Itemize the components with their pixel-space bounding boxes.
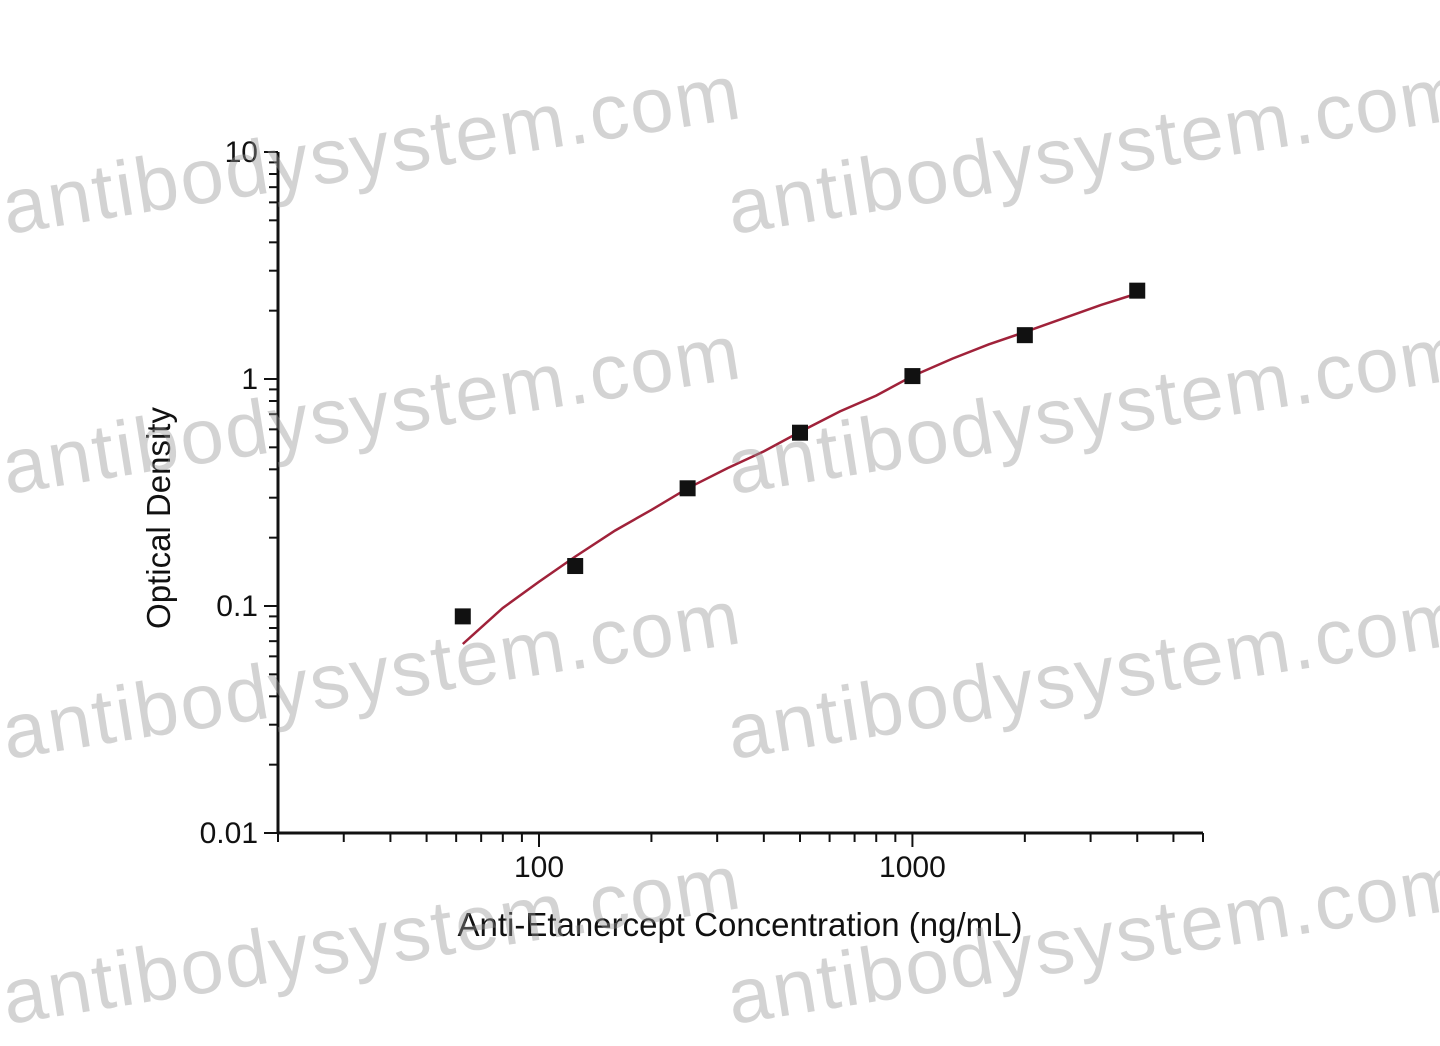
y-tick-label: 10 [225, 136, 258, 169]
y-tick-label: 0.01 [200, 817, 258, 850]
data-point [679, 480, 696, 497]
data-points-layer [454, 282, 1146, 625]
data-point [454, 608, 471, 625]
data-point [567, 558, 584, 575]
x-tick-label: 1000 [879, 851, 946, 884]
x-tick-label: 100 [514, 851, 564, 884]
data-point [1129, 282, 1146, 299]
axes: 100 1000 0.01 0.1 1 10 [200, 136, 1204, 884]
fit-curve [461, 292, 1138, 645]
data-point [792, 424, 809, 441]
data-point [904, 368, 921, 385]
data-point [1016, 327, 1033, 344]
y-tick-label: 0.1 [216, 590, 258, 623]
y-axis-label: Optical Density [140, 407, 177, 629]
x-axis-label: Anti-Etanercept Concentration (ng/mL) [458, 906, 1023, 943]
fit-curve-layer [461, 292, 1138, 645]
y-tick-label: 1 [241, 363, 258, 396]
